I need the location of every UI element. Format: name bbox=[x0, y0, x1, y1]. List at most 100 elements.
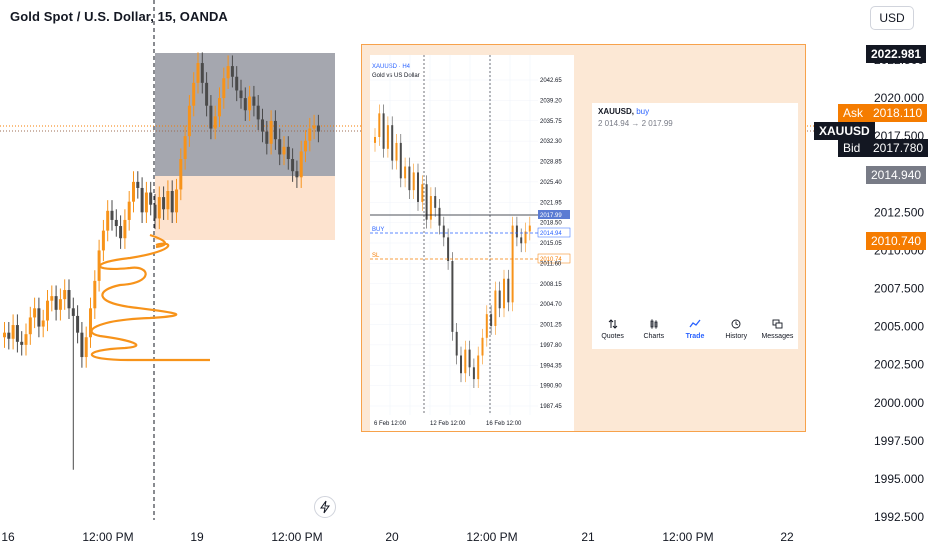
candle-body bbox=[3, 332, 6, 338]
candle-body bbox=[63, 290, 67, 300]
candle-body bbox=[192, 82, 196, 106]
inset-y-tick: 1994.35 bbox=[540, 363, 562, 369]
bid-price-label: 2017.780 bbox=[868, 139, 929, 157]
candle-body bbox=[304, 140, 307, 152]
inset-current-tag: 2017.99 bbox=[540, 213, 562, 219]
candle-body bbox=[295, 171, 299, 178]
inset-y-tick: 2004.70 bbox=[540, 302, 562, 308]
candle-body bbox=[187, 105, 191, 137]
inset-candle-body bbox=[490, 314, 493, 326]
inset-y-tick: 1990.90 bbox=[540, 384, 562, 390]
inset-y-tick: 2042.65 bbox=[540, 78, 562, 84]
candle-body bbox=[110, 210, 114, 220]
x-tick-label: 12:00 PM bbox=[662, 530, 713, 544]
candle-body bbox=[209, 105, 213, 129]
candle-body bbox=[170, 191, 174, 213]
candle-body bbox=[157, 197, 161, 219]
position-side: buy bbox=[636, 107, 650, 116]
inset-candle-body bbox=[503, 278, 505, 309]
entry-price-label: 2014.940 bbox=[866, 166, 927, 184]
stop-price-label: 2010.740 bbox=[866, 232, 927, 250]
candle-body bbox=[7, 332, 11, 339]
inset-y-tick: 2008.15 bbox=[540, 282, 562, 288]
nav-messages[interactable]: Messages bbox=[757, 309, 798, 349]
inset-y-tick: 2032.30 bbox=[540, 139, 562, 145]
inset-y-tick: 2035.75 bbox=[540, 119, 562, 125]
inset-candle-body bbox=[438, 207, 441, 226]
currency-button[interactable]: USD bbox=[870, 6, 914, 30]
candle-body bbox=[316, 125, 320, 132]
candle-body bbox=[196, 63, 200, 83]
inset-y-tick: 2025.40 bbox=[540, 180, 562, 186]
inset-candle-body bbox=[408, 166, 411, 191]
candle-body bbox=[71, 308, 75, 316]
candle-body bbox=[312, 125, 316, 129]
inset-candle-body bbox=[464, 349, 467, 374]
inset-candle-body bbox=[434, 196, 437, 208]
inset-y-tick: 2011.60 bbox=[540, 261, 562, 267]
nav-quotes[interactable]: Quotes bbox=[592, 309, 633, 349]
x-tick-label: 16 bbox=[1, 530, 15, 544]
candle-body bbox=[200, 63, 204, 83]
candle-body bbox=[54, 296, 58, 310]
position-prices: 2 014.94 → 2 017.99 bbox=[598, 119, 673, 128]
inset-candle-body bbox=[511, 225, 514, 303]
inset-candle-body bbox=[412, 172, 415, 191]
candle-body bbox=[230, 66, 234, 77]
candle-body bbox=[256, 105, 260, 120]
inset-sl-tag: 2010.74 bbox=[540, 257, 562, 263]
candle-body bbox=[20, 341, 24, 345]
nav-trade[interactable]: Trade bbox=[674, 309, 715, 349]
inset-x-tick: 6 Feb 12:00 bbox=[374, 421, 407, 427]
candle-body bbox=[58, 299, 62, 310]
ask-price-label: 2018.110 bbox=[868, 104, 928, 122]
candle-body bbox=[235, 76, 239, 91]
y-tick-label: 1992.500 bbox=[874, 510, 924, 524]
inset-candle-body bbox=[485, 314, 488, 338]
candle-body bbox=[153, 204, 157, 219]
inset-candle-body bbox=[460, 355, 462, 374]
inset-candle-body bbox=[395, 142, 398, 161]
y-tick-label: 2020.000 bbox=[874, 91, 924, 105]
candle-body bbox=[149, 192, 153, 205]
inset-buy-label: BUY bbox=[372, 227, 384, 233]
candle-body bbox=[33, 308, 37, 318]
trade-icon bbox=[689, 319, 701, 327]
quotes-icon bbox=[608, 318, 617, 329]
top-price-label: 2022.981 bbox=[866, 45, 927, 63]
candle-body bbox=[84, 337, 88, 358]
inset-candle-body bbox=[447, 237, 450, 262]
inset-candle-body bbox=[425, 184, 428, 220]
inset-x-tick: 12 Feb 12:00 bbox=[430, 421, 466, 427]
candle-body bbox=[37, 308, 41, 327]
candle-body bbox=[127, 201, 131, 220]
x-tick-label: 22 bbox=[780, 530, 794, 544]
nav-label-quotes: Quotes bbox=[601, 332, 624, 340]
bolt-button[interactable] bbox=[314, 496, 336, 518]
inset-y-tick: 2039.20 bbox=[540, 98, 562, 104]
candle-body bbox=[166, 191, 170, 210]
inset-candle-body bbox=[391, 125, 394, 161]
candle-body bbox=[46, 300, 49, 321]
volume-profile-tail bbox=[149, 233, 167, 249]
inset-candle-body bbox=[451, 261, 454, 332]
inset-candle-body bbox=[386, 125, 389, 149]
bottom-nav: Quotes Charts Trade History Messages bbox=[592, 309, 798, 349]
candle-body bbox=[226, 66, 230, 79]
messages-icon bbox=[772, 319, 783, 328]
nav-charts[interactable]: Charts bbox=[633, 309, 674, 349]
inset-y-tick: 1997.80 bbox=[540, 343, 562, 349]
candle-body bbox=[243, 98, 247, 111]
candle-body bbox=[15, 325, 19, 342]
ask-tag: Ask bbox=[838, 104, 868, 122]
nav-history[interactable]: History bbox=[716, 309, 757, 349]
x-tick-label: 12:00 PM bbox=[466, 530, 517, 544]
candle-body bbox=[308, 128, 312, 141]
candle-body bbox=[179, 159, 183, 190]
x-tick-label: 21 bbox=[581, 530, 595, 544]
inset-candle-body bbox=[378, 113, 381, 137]
candle-body bbox=[123, 219, 127, 239]
inset-sl-label: SL bbox=[372, 253, 380, 259]
inset-candle-body bbox=[498, 290, 501, 309]
